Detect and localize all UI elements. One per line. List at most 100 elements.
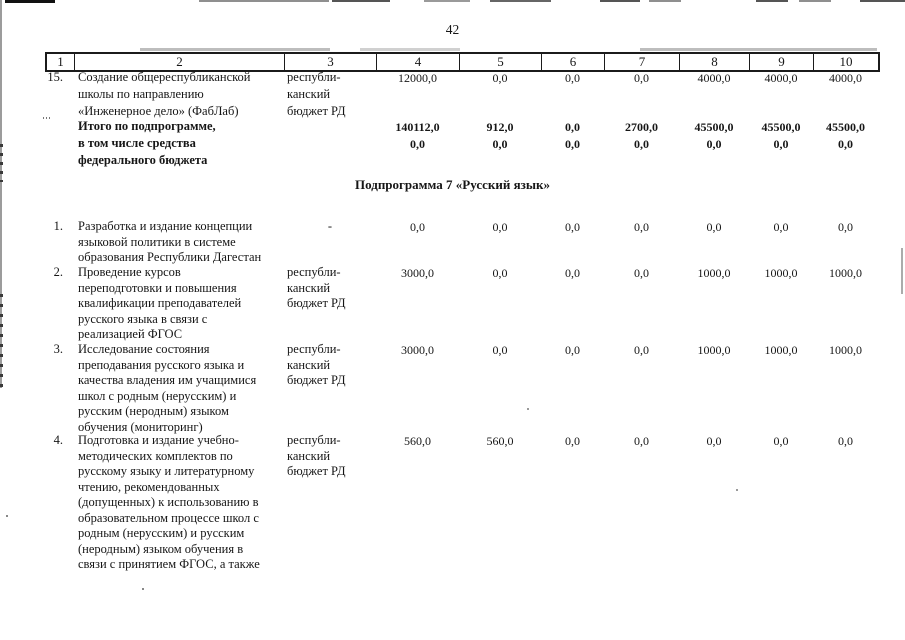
row-number: 4.	[53, 433, 63, 447]
program-name-line: реализацией ФГОС	[78, 327, 183, 341]
value-cell: 1000,0	[697, 343, 731, 357]
column-header: 6	[541, 54, 604, 70]
budget-source-line: канский	[287, 280, 331, 295]
budget-source-line: канский	[287, 87, 331, 101]
value-cell: 45500,0	[694, 120, 734, 134]
budget-source-line: республи-	[287, 265, 341, 279]
value-cell: 1000,0	[829, 343, 862, 357]
subtotal-label-line: в том числе средства	[78, 136, 196, 150]
program-name-line: Разработка и издание концепции	[78, 219, 253, 233]
value-cell: 45500,0	[761, 120, 801, 134]
column-header: 9	[749, 54, 813, 70]
value-cell: 4000,0	[829, 71, 862, 85]
budget-source-line: республи-	[287, 70, 341, 84]
program-name-line: чтению, рекомендованных	[78, 479, 220, 494]
page-number: 42	[445, 22, 460, 37]
column-header: 4	[376, 54, 459, 70]
value-cell: 3000,0	[401, 343, 434, 357]
value-cell: 0,0	[773, 434, 789, 448]
column-header: 2	[74, 54, 284, 70]
row-number: 1.	[53, 219, 63, 233]
value-cell: 0,0	[706, 434, 722, 448]
program-name-line: «Инженерное дело» (ФабЛаб)	[78, 104, 239, 118]
scan-artifact	[649, 0, 681, 2]
program-name-line: переподготовки и повышения	[78, 280, 237, 295]
value-cell: 0,0	[410, 137, 425, 151]
scan-artifact	[600, 0, 640, 2]
value-cell: 0,0	[565, 120, 580, 134]
value-cell: 0,0	[838, 220, 853, 234]
program-name-line: русского языка в связи с	[78, 311, 208, 326]
program-name-line: родным (нерусским) и русским	[78, 526, 245, 540]
value-cell: 0,0	[565, 434, 580, 448]
program-name-line: преподавания русского языка и	[78, 357, 245, 372]
value-cell: 3000,0	[401, 266, 434, 280]
value-cell: 0,0	[410, 220, 425, 234]
budget-source-line: республи-	[287, 342, 341, 356]
value-cell: 560,0	[404, 434, 431, 448]
scan-artifact	[860, 0, 905, 2]
value-cell: 0,0	[634, 434, 649, 448]
program-name-line: методических комплектов по	[78, 448, 233, 463]
program-name-line: качества владения им учащимися	[78, 373, 257, 387]
value-cell: 0,0	[492, 71, 508, 85]
program-name-line: образования Республики Дагестан	[78, 250, 262, 264]
value-cell: 0,0	[492, 220, 508, 234]
budget-source-line: бюджет РД	[287, 373, 346, 387]
value-cell: 0,0	[565, 137, 580, 151]
budget-source-line: республи-	[287, 433, 341, 447]
value-cell: 4000,0	[764, 71, 798, 85]
program-name-line: школ с родным (нерусским) и	[78, 388, 237, 403]
value-cell: 0,0	[773, 220, 789, 234]
column-header: 8	[679, 54, 749, 70]
row-number: 3.	[53, 342, 63, 356]
value-cell: 0,0	[634, 343, 649, 357]
program-name-line: языковой политики в системе	[78, 234, 236, 249]
column-header: 5	[459, 54, 541, 70]
column-header: 10	[813, 54, 878, 70]
column-header: 3	[284, 54, 376, 70]
scan-artifact	[640, 48, 877, 51]
value-cell: 12000,0	[398, 71, 437, 85]
value-cell: 140112,0	[395, 120, 440, 134]
program-name-line: связи с принятием ФГОС, а также	[78, 557, 260, 571]
table-header-row: 1 2 3 4 5 6 7 8 9 10	[45, 52, 880, 72]
scan-artifact	[756, 0, 788, 2]
scan-artifact	[901, 248, 903, 294]
program-name-line: (допущенных) к использованию в	[78, 495, 259, 509]
program-name-line: школы по направлению	[78, 87, 204, 101]
value-cell: 0,0	[634, 137, 649, 151]
program-name-line: Подготовка и издание учебно-	[78, 433, 239, 447]
program-name-line: русскому языку и литературному	[78, 464, 255, 478]
value-cell: 0,0	[838, 434, 853, 448]
program-name-line: Создание общереспубликанской	[78, 70, 251, 84]
value-cell: 0,0	[492, 343, 508, 357]
value-cell: 0,0	[838, 137, 853, 151]
scan-artifact	[424, 0, 470, 2]
value-cell: 1000,0	[697, 266, 731, 280]
budget-source-line: бюджет РД	[287, 464, 346, 478]
program-name-line: квалификации преподавателей	[78, 296, 242, 310]
value-cell: 560,0	[486, 434, 514, 448]
row-number: 2.	[53, 265, 63, 279]
row-number: 15.	[47, 70, 63, 84]
scan-artifact	[736, 489, 738, 491]
scan-artifact	[5, 0, 55, 3]
value-cell: 0,0	[565, 343, 580, 357]
value-cell: 4000,0	[697, 71, 731, 85]
value-cell: 0,0	[565, 71, 580, 85]
value-cell: 2700,0	[625, 120, 658, 134]
program-name-line: русским (неродным) языком	[78, 404, 229, 418]
budget-source-line: бюджет РД	[287, 296, 346, 310]
scan-artifact	[332, 0, 390, 2]
value-cell: 45500,0	[826, 120, 865, 134]
value-cell: 0,0	[773, 137, 789, 151]
value-cell: 0,0	[634, 220, 649, 234]
program-name-line: Проведение курсов	[78, 265, 181, 279]
value-cell: 0,0	[706, 137, 722, 151]
budget-source-line: канский	[287, 357, 331, 372]
value-cell: 0,0	[634, 71, 649, 85]
scan-artifact	[360, 48, 460, 51]
scan-artifact	[199, 0, 329, 2]
